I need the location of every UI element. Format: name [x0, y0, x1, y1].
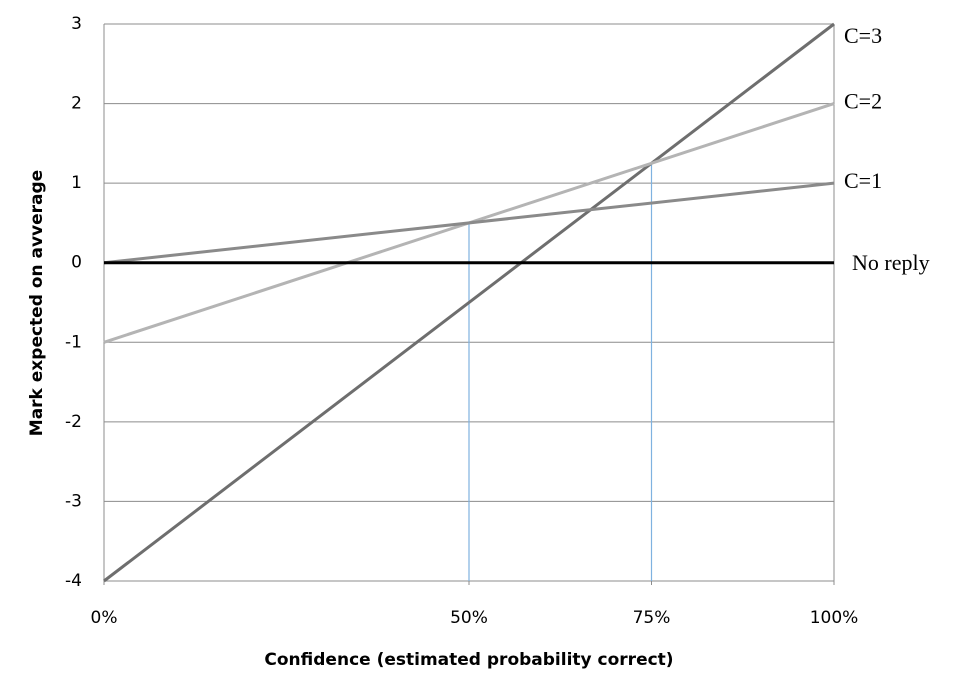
- x-axis-title: Confidence (estimated probability correc…: [264, 650, 673, 670]
- y-tick-label: -1: [65, 332, 82, 352]
- y-tick-label: -4: [65, 571, 82, 591]
- series-label: C=3: [844, 23, 882, 48]
- x-tick-label: 75%: [633, 608, 671, 628]
- y-tick-label: 1: [71, 173, 82, 193]
- y-tick-label: -3: [65, 491, 82, 511]
- series-label: C=1: [844, 168, 882, 193]
- x-tick-label: 0%: [91, 608, 118, 628]
- y-tick-label: -2: [65, 412, 82, 432]
- x-tick-label: 100%: [810, 608, 859, 628]
- y-tick-label: 2: [71, 94, 82, 114]
- series-label: C=2: [844, 89, 882, 114]
- y-tick-label: 0: [71, 253, 82, 273]
- y-axis-title: Mark expected on avverage: [27, 170, 47, 436]
- chart: Confidence (estimated probability correc…: [0, 0, 957, 684]
- x-tick-label: 50%: [450, 608, 488, 628]
- y-tick-label: 3: [71, 14, 82, 34]
- page: Confidence (estimated probability correc…: [0, 0, 957, 684]
- series-label: No reply: [852, 250, 930, 275]
